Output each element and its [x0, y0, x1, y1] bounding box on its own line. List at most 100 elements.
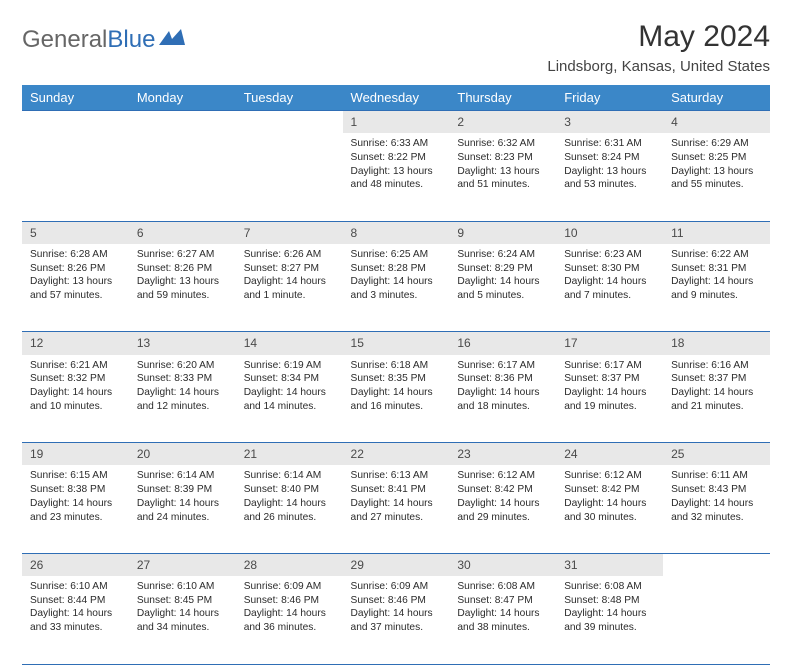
- day-cell: Sunrise: 6:31 AMSunset: 8:24 PMDaylight:…: [556, 133, 663, 221]
- daylight-text-2: and 10 minutes.: [30, 400, 121, 414]
- daylight-text-2: and 36 minutes.: [244, 621, 335, 635]
- day-cell: Sunrise: 6:25 AMSunset: 8:28 PMDaylight:…: [343, 244, 450, 332]
- daylight-text-2: and 48 minutes.: [351, 178, 442, 192]
- daylight-text-1: Daylight: 14 hours: [671, 275, 762, 289]
- day-cell: Sunrise: 6:19 AMSunset: 8:34 PMDaylight:…: [236, 355, 343, 443]
- day-cell: Sunrise: 6:13 AMSunset: 8:41 PMDaylight:…: [343, 465, 450, 553]
- day-cell: [663, 576, 770, 664]
- daylight-text-1: Daylight: 14 hours: [244, 275, 335, 289]
- daylight-text-2: and 16 minutes.: [351, 400, 442, 414]
- daylight-text-1: Daylight: 14 hours: [351, 275, 442, 289]
- day-number: 16: [449, 332, 556, 355]
- sunrise-text: Sunrise: 6:31 AM: [564, 137, 655, 151]
- daylight-text-2: and 7 minutes.: [564, 289, 655, 303]
- daylight-text-1: Daylight: 14 hours: [351, 386, 442, 400]
- sunset-text: Sunset: 8:34 PM: [244, 372, 335, 386]
- day-number-row: 262728293031: [22, 553, 770, 576]
- sunrise-text: Sunrise: 6:33 AM: [351, 137, 442, 151]
- day-number: 21: [236, 443, 343, 466]
- sunrise-text: Sunrise: 6:28 AM: [30, 248, 121, 262]
- sunset-text: Sunset: 8:33 PM: [137, 372, 228, 386]
- sunrise-text: Sunrise: 6:17 AM: [457, 359, 548, 373]
- day-number: 25: [663, 443, 770, 466]
- sunrise-text: Sunrise: 6:22 AM: [671, 248, 762, 262]
- sunset-text: Sunset: 8:37 PM: [564, 372, 655, 386]
- day-number: 29: [343, 553, 450, 576]
- daylight-text-2: and 32 minutes.: [671, 511, 762, 525]
- daylight-text-1: Daylight: 14 hours: [457, 497, 548, 511]
- daylight-text-1: Daylight: 14 hours: [564, 607, 655, 621]
- day-number: 2: [449, 111, 556, 134]
- weekday-header: Wednesday: [343, 85, 450, 111]
- day-number: 20: [129, 443, 236, 466]
- day-number-row: 567891011: [22, 221, 770, 244]
- sunset-text: Sunset: 8:27 PM: [244, 262, 335, 276]
- logo-text-2: Blue: [107, 26, 155, 54]
- daylight-text-1: Daylight: 14 hours: [30, 607, 121, 621]
- day-number: [236, 111, 343, 134]
- sunrise-text: Sunrise: 6:19 AM: [244, 359, 335, 373]
- sunrise-text: Sunrise: 6:14 AM: [244, 469, 335, 483]
- sunset-text: Sunset: 8:31 PM: [671, 262, 762, 276]
- sunrise-text: Sunrise: 6:21 AM: [30, 359, 121, 373]
- sunrise-text: Sunrise: 6:18 AM: [351, 359, 442, 373]
- sunset-text: Sunset: 8:47 PM: [457, 594, 548, 608]
- sunset-text: Sunset: 8:36 PM: [457, 372, 548, 386]
- sunset-text: Sunset: 8:42 PM: [564, 483, 655, 497]
- daylight-text-1: Daylight: 14 hours: [30, 497, 121, 511]
- day-cell: Sunrise: 6:08 AMSunset: 8:47 PMDaylight:…: [449, 576, 556, 664]
- sunset-text: Sunset: 8:42 PM: [457, 483, 548, 497]
- title-block: May 2024 Lindsborg, Kansas, United State…: [547, 20, 770, 75]
- day-cell: Sunrise: 6:09 AMSunset: 8:46 PMDaylight:…: [236, 576, 343, 664]
- daylight-text-1: Daylight: 14 hours: [671, 386, 762, 400]
- daylight-text-2: and 1 minute.: [244, 289, 335, 303]
- day-cell: Sunrise: 6:23 AMSunset: 8:30 PMDaylight:…: [556, 244, 663, 332]
- daylight-text-2: and 33 minutes.: [30, 621, 121, 635]
- sunset-text: Sunset: 8:32 PM: [30, 372, 121, 386]
- sunrise-text: Sunrise: 6:08 AM: [564, 580, 655, 594]
- daylight-text-2: and 34 minutes.: [137, 621, 228, 635]
- day-number: [663, 553, 770, 576]
- sunset-text: Sunset: 8:26 PM: [30, 262, 121, 276]
- day-detail-row: Sunrise: 6:21 AMSunset: 8:32 PMDaylight:…: [22, 355, 770, 443]
- day-number: 18: [663, 332, 770, 355]
- sunrise-text: Sunrise: 6:14 AM: [137, 469, 228, 483]
- day-number: [129, 111, 236, 134]
- day-number: 8: [343, 221, 450, 244]
- day-cell: Sunrise: 6:08 AMSunset: 8:48 PMDaylight:…: [556, 576, 663, 664]
- day-cell: Sunrise: 6:15 AMSunset: 8:38 PMDaylight:…: [22, 465, 129, 553]
- sunset-text: Sunset: 8:38 PM: [30, 483, 121, 497]
- sunset-text: Sunset: 8:30 PM: [564, 262, 655, 276]
- day-number-row: 12131415161718: [22, 332, 770, 355]
- daylight-text-1: Daylight: 14 hours: [137, 497, 228, 511]
- header: GeneralBlue May 2024 Lindsborg, Kansas, …: [22, 20, 770, 75]
- day-number: 6: [129, 221, 236, 244]
- day-number: 4: [663, 111, 770, 134]
- daylight-text-2: and 29 minutes.: [457, 511, 548, 525]
- day-cell: Sunrise: 6:10 AMSunset: 8:44 PMDaylight:…: [22, 576, 129, 664]
- sunrise-text: Sunrise: 6:08 AM: [457, 580, 548, 594]
- day-number: 19: [22, 443, 129, 466]
- daylight-text-2: and 3 minutes.: [351, 289, 442, 303]
- sunset-text: Sunset: 8:28 PM: [351, 262, 442, 276]
- day-number: 22: [343, 443, 450, 466]
- daylight-text-1: Daylight: 14 hours: [457, 607, 548, 621]
- sunrise-text: Sunrise: 6:32 AM: [457, 137, 548, 151]
- day-number: [22, 111, 129, 134]
- daylight-text-1: Daylight: 14 hours: [30, 386, 121, 400]
- day-cell: Sunrise: 6:18 AMSunset: 8:35 PMDaylight:…: [343, 355, 450, 443]
- day-number: 17: [556, 332, 663, 355]
- daylight-text-2: and 14 minutes.: [244, 400, 335, 414]
- sunset-text: Sunset: 8:48 PM: [564, 594, 655, 608]
- weekday-header-row: SundayMondayTuesdayWednesdayThursdayFrid…: [22, 85, 770, 111]
- day-number: 26: [22, 553, 129, 576]
- day-cell: Sunrise: 6:32 AMSunset: 8:23 PMDaylight:…: [449, 133, 556, 221]
- daylight-text-1: Daylight: 13 hours: [457, 165, 548, 179]
- daylight-text-2: and 57 minutes.: [30, 289, 121, 303]
- sunrise-text: Sunrise: 6:24 AM: [457, 248, 548, 262]
- daylight-text-1: Daylight: 14 hours: [457, 275, 548, 289]
- daylight-text-2: and 30 minutes.: [564, 511, 655, 525]
- daylight-text-1: Daylight: 14 hours: [457, 386, 548, 400]
- daylight-text-1: Daylight: 14 hours: [244, 607, 335, 621]
- sunrise-text: Sunrise: 6:26 AM: [244, 248, 335, 262]
